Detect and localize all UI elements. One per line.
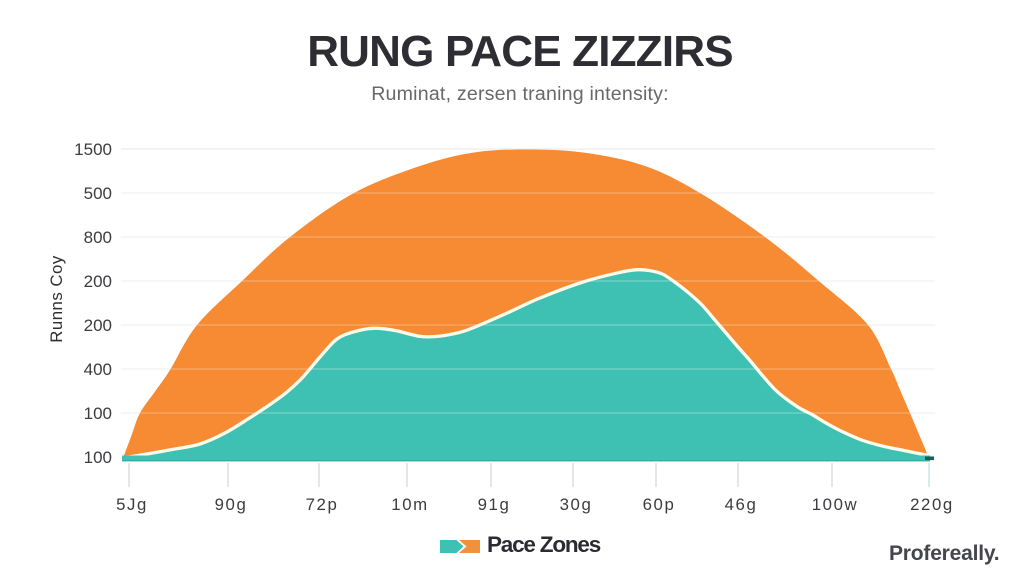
svg-text:91g: 91g <box>478 495 511 514</box>
svg-text:800: 800 <box>84 228 112 247</box>
svg-text:100: 100 <box>84 448 112 467</box>
svg-text:60p: 60p <box>643 495 676 514</box>
svg-text:400: 400 <box>84 360 112 379</box>
svg-text:30g: 30g <box>560 495 593 514</box>
svg-text:90g: 90g <box>215 495 248 514</box>
svg-text:72p: 72p <box>306 495 339 514</box>
svg-text:5Jg: 5Jg <box>116 495 148 514</box>
svg-text:220g: 220g <box>910 495 954 514</box>
svg-text:10m: 10m <box>391 495 428 514</box>
svg-text:46g: 46g <box>725 495 758 514</box>
svg-text:100: 100 <box>84 404 112 423</box>
svg-text:200: 200 <box>84 316 112 335</box>
svg-text:1500: 1500 <box>74 140 112 159</box>
svg-text:500: 500 <box>84 184 112 203</box>
svg-text:100w: 100w <box>812 495 859 514</box>
svg-text:200: 200 <box>84 272 112 291</box>
